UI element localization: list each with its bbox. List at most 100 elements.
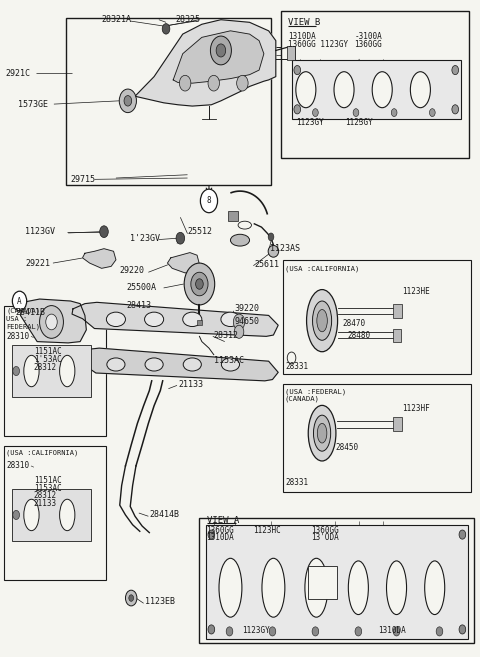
Circle shape xyxy=(237,76,248,91)
Text: 2921C: 2921C xyxy=(5,69,30,78)
Text: 1123EB: 1123EB xyxy=(144,597,175,606)
Ellipse shape xyxy=(183,312,202,327)
Polygon shape xyxy=(168,252,199,273)
Circle shape xyxy=(226,627,233,636)
Polygon shape xyxy=(74,348,278,381)
Circle shape xyxy=(210,36,231,65)
Bar xyxy=(4,306,107,436)
Circle shape xyxy=(100,226,108,238)
Text: 1123GY: 1123GY xyxy=(345,118,373,127)
Text: 28312: 28312 xyxy=(34,491,57,501)
Ellipse shape xyxy=(24,499,39,531)
Text: 13'ODA: 13'ODA xyxy=(311,533,338,542)
Text: 21133: 21133 xyxy=(34,499,57,509)
Text: 1153AC: 1153AC xyxy=(214,356,244,365)
Text: 1573GE: 1573GE xyxy=(18,100,48,108)
Circle shape xyxy=(294,66,300,75)
Circle shape xyxy=(312,108,318,116)
Circle shape xyxy=(430,108,435,116)
Ellipse shape xyxy=(317,309,327,332)
Bar xyxy=(283,260,471,374)
Ellipse shape xyxy=(305,558,328,617)
Circle shape xyxy=(39,306,63,338)
Text: 29220: 29220 xyxy=(120,267,145,275)
Ellipse shape xyxy=(107,358,125,371)
Circle shape xyxy=(459,625,466,634)
Text: -3100A: -3100A xyxy=(355,32,382,41)
Text: 25512: 25512 xyxy=(188,227,213,236)
Ellipse shape xyxy=(24,355,39,387)
Circle shape xyxy=(208,530,215,539)
Polygon shape xyxy=(83,249,116,268)
Circle shape xyxy=(233,314,245,330)
Text: 1153AC: 1153AC xyxy=(34,484,61,493)
Text: 1310DA: 1310DA xyxy=(378,626,406,635)
Bar xyxy=(197,320,202,325)
Text: FEDERAL): FEDERAL) xyxy=(6,323,40,330)
Ellipse shape xyxy=(334,72,354,108)
Text: 21133: 21133 xyxy=(178,380,203,388)
Text: 29715: 29715 xyxy=(71,175,96,184)
Circle shape xyxy=(124,96,132,106)
Bar xyxy=(287,46,295,60)
Text: 1123AS: 1123AS xyxy=(270,244,300,253)
Circle shape xyxy=(162,24,170,34)
Text: 28414B: 28414B xyxy=(149,510,180,520)
Text: 1360GG: 1360GG xyxy=(206,526,234,535)
Ellipse shape xyxy=(183,358,201,371)
Text: 28312: 28312 xyxy=(214,330,239,340)
Circle shape xyxy=(393,627,400,636)
Text: VIEW A: VIEW A xyxy=(206,516,239,525)
Ellipse shape xyxy=(307,290,337,351)
Text: A: A xyxy=(17,296,22,306)
Text: 39220: 39220 xyxy=(234,304,259,313)
Circle shape xyxy=(196,279,203,289)
Ellipse shape xyxy=(348,561,368,614)
Circle shape xyxy=(12,291,27,311)
Bar xyxy=(12,345,91,397)
Text: (USA :CALIFORNIA): (USA :CALIFORNIA) xyxy=(6,449,78,456)
Polygon shape xyxy=(135,20,276,106)
Text: 1'23GV: 1'23GV xyxy=(130,234,160,242)
Ellipse shape xyxy=(219,558,242,617)
Bar xyxy=(393,304,402,318)
Text: 28470: 28470 xyxy=(343,319,366,328)
Circle shape xyxy=(294,104,300,114)
Ellipse shape xyxy=(60,355,75,387)
Text: 28312: 28312 xyxy=(34,363,57,372)
Bar xyxy=(393,328,401,342)
Text: 28321A: 28321A xyxy=(102,15,132,24)
Text: 1360GG 1123GY: 1360GG 1123GY xyxy=(288,40,348,49)
Circle shape xyxy=(46,314,57,330)
Text: 28310: 28310 xyxy=(6,332,29,341)
Text: 1360GG: 1360GG xyxy=(355,40,382,49)
Circle shape xyxy=(13,367,20,376)
Ellipse shape xyxy=(144,312,164,327)
Ellipse shape xyxy=(268,246,279,257)
Text: 28450: 28450 xyxy=(336,443,359,452)
Circle shape xyxy=(391,108,397,116)
Bar xyxy=(12,489,91,541)
Text: (CANADA): (CANADA) xyxy=(285,396,320,402)
Bar xyxy=(4,446,107,580)
Text: 1123GY: 1123GY xyxy=(296,118,324,127)
Ellipse shape xyxy=(312,301,332,340)
Polygon shape xyxy=(21,299,86,343)
Circle shape xyxy=(234,325,244,338)
Ellipse shape xyxy=(221,358,240,371)
Bar xyxy=(199,518,474,643)
Circle shape xyxy=(119,89,136,112)
Text: 28310: 28310 xyxy=(6,461,29,470)
Circle shape xyxy=(452,66,458,75)
Circle shape xyxy=(191,272,208,296)
Bar xyxy=(283,384,471,492)
Ellipse shape xyxy=(317,423,327,443)
Polygon shape xyxy=(72,302,278,336)
Ellipse shape xyxy=(296,72,316,108)
Bar xyxy=(66,18,271,185)
Circle shape xyxy=(452,104,458,114)
Circle shape xyxy=(125,590,137,606)
Text: 1151AC: 1151AC xyxy=(34,347,61,356)
Circle shape xyxy=(269,627,276,636)
Text: 94650: 94650 xyxy=(234,317,259,326)
